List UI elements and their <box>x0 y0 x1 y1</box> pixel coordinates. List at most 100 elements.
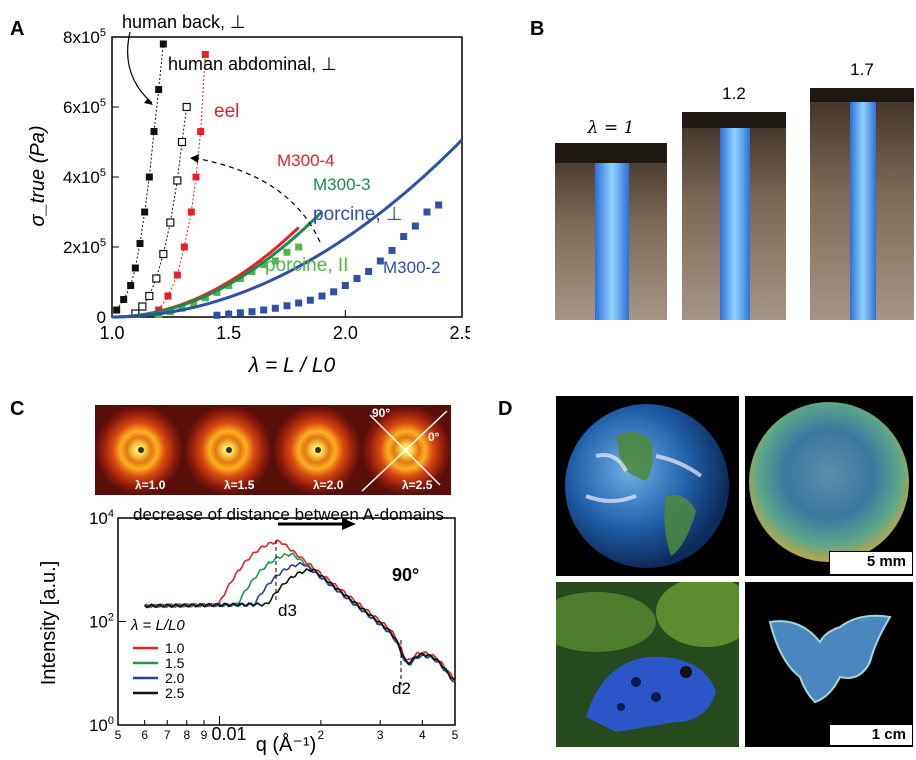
panel-d-butterfly-photo <box>745 582 913 747</box>
chart-a-series-1-point <box>166 218 175 227</box>
chart-c-series-2.5 <box>144 568 456 681</box>
chart-a-series-0-point <box>120 296 128 303</box>
chart-a-series-4-point <box>365 268 373 275</box>
chart-a-annotation-human-abdominal: human abdominal, ⊥ <box>168 54 337 74</box>
chart-a-series-4-point <box>225 310 233 318</box>
chart-a-series-1-point <box>152 274 161 283</box>
chart-a-series-2-point <box>201 51 209 58</box>
panel-d-frog-photo <box>556 582 739 747</box>
chart-a-series-4-point <box>295 299 303 307</box>
chart-a-ytick-label: 6x105 <box>63 97 106 117</box>
saxs-angle-0: 0° <box>428 430 440 444</box>
chart-a-annotation-m300-4: M300-4 <box>277 151 335 170</box>
chart-a-series-0-point <box>113 306 121 314</box>
chart-a-xlabel: λ = L / L0 <box>248 354 336 377</box>
panel-b-label-2: 1.2 <box>722 84 746 103</box>
chart-a-series-0-point <box>145 173 153 181</box>
chart-a-series-4-point <box>353 275 361 282</box>
chart-a-ylabel: σ_true (Pa) <box>27 126 49 227</box>
panel-b-label-3: 1.7 <box>850 60 874 79</box>
chart-a-series-2-line <box>158 54 206 311</box>
chart-c-legend-label: 1.5 <box>165 655 185 671</box>
saxs-label-1: λ=1.0 <box>135 478 166 492</box>
chart-a-xtick-label: 1.5 <box>216 323 241 343</box>
panel-c-saxs-images <box>95 405 451 495</box>
chart-a-annotation-m300-3: M300-3 <box>313 175 371 194</box>
chart-a-series-1-point <box>182 102 191 112</box>
chart-a-ytick-label: 0 <box>97 308 106 327</box>
chart-a-series-4-point <box>388 247 396 254</box>
chart-c-ytick-label: 104 <box>89 508 114 528</box>
chart-c-series-1.0 <box>144 539 456 682</box>
chart-a-series-0-point <box>141 208 149 216</box>
chart-a-series-4-point <box>260 306 268 314</box>
chart-a-arrowhead-dashed <box>190 154 199 163</box>
scale-label-1cm: 1 cm <box>871 726 906 743</box>
chart-a-annotation-human-back: human back, ⊥ <box>122 12 246 32</box>
panel-d-sphere-photo <box>745 396 913 576</box>
panel-d-earth-photo <box>556 396 739 576</box>
chart-c-d2-label: d2 <box>392 679 411 698</box>
chart-c-xtick-label: 4 <box>419 728 426 742</box>
chart-a-series-2-point <box>164 292 172 300</box>
chart-c-xlabel: q (Å⁻¹) <box>256 733 317 756</box>
chart-a-series-4-point <box>248 308 256 316</box>
panel-b-label-1: λ = 1 <box>587 118 635 138</box>
chart-a-series-1-point <box>145 291 154 301</box>
chart-a-annotation-m300-2: M300-2 <box>383 258 441 277</box>
chart-a-ytick-label: 4x105 <box>63 167 106 187</box>
scale-bar-5mm: 5 mm <box>829 551 913 575</box>
chart-a-series-3-point <box>271 257 279 265</box>
chart-a-series-1-point <box>177 137 187 147</box>
chart-a-series-0-point <box>150 128 158 135</box>
chart-c-legend-label: 2.5 <box>165 685 185 701</box>
chart-a-series-1-point <box>138 302 147 311</box>
chart-a-series-4-point <box>423 208 431 216</box>
chart-c-xtick-label: 6 <box>141 728 148 742</box>
chart-a-series-3-point <box>260 261 268 268</box>
saxs-angle-90: 90° <box>372 406 391 420</box>
chart-c-xtick-major: 0.01 <box>211 724 246 744</box>
chart-a-series-0-point <box>155 86 163 93</box>
chart-c-angle-label: 90° <box>392 565 419 585</box>
chart-a-series-3-point <box>178 304 186 312</box>
chart-c-xtick-label: 3 <box>377 728 384 742</box>
chart-a-series-4-point <box>435 201 443 209</box>
chart-a-series-3-point <box>295 243 303 251</box>
chart-a-series-4-point <box>283 302 291 310</box>
chart-a-series-4-point <box>306 296 314 304</box>
chart-c-xtick-label: 2 <box>318 728 325 742</box>
chart-a-annotation-porcine-perp: porcine, ⊥ <box>313 204 402 225</box>
chart-c-ytick-label: 100 <box>89 715 114 735</box>
chart-a-arrow-human-back <box>127 31 153 104</box>
chart-a-annotation-porcine-parallel: porcine, II <box>265 255 348 276</box>
chart-a-series-2-point <box>197 128 205 135</box>
chart-a-series-0-point <box>127 282 135 289</box>
saxs-label-2: λ=1.5 <box>224 478 255 492</box>
chart-a-annotation-eel: eel <box>214 101 239 122</box>
scale-label-5mm: 5 mm <box>866 553 906 570</box>
chart-a-ytick-label: 2x105 <box>63 237 106 257</box>
chart-a-arrowhead <box>144 98 153 105</box>
chart-c-d3-label: d3 <box>278 601 297 620</box>
chart-c-legend-title: λ = L/L0 <box>130 617 185 634</box>
chart-a-series-4-point <box>411 222 419 230</box>
panel-b-photo-2 <box>682 112 786 320</box>
chart-a-series-4-point <box>341 282 349 289</box>
chart-a-series-2-point <box>173 271 181 279</box>
chart-a-series-0-line <box>116 43 164 311</box>
chart-a-ytick-label: 8x105 <box>63 27 106 47</box>
chart-c-title-annotation: decrease of distance between A-domains <box>133 505 444 524</box>
chart-a-series-0-point <box>136 240 144 247</box>
chart-a-xtick-label: 2.0 <box>333 323 358 343</box>
chart-a-series-2-point <box>192 173 200 181</box>
chart-c-ytick-label: 102 <box>89 612 114 632</box>
chart-a-series-4-point <box>236 309 244 317</box>
chart-a-series-7-line <box>112 138 464 319</box>
chart-a-series-2-point <box>180 243 188 251</box>
chart-a-series-4-point <box>318 292 326 300</box>
panel-label-a: A <box>10 18 25 40</box>
chart-a-xtick-label: 1.0 <box>99 323 124 343</box>
panel-label-d: D <box>498 398 513 420</box>
panel-label-b: B <box>530 18 545 40</box>
